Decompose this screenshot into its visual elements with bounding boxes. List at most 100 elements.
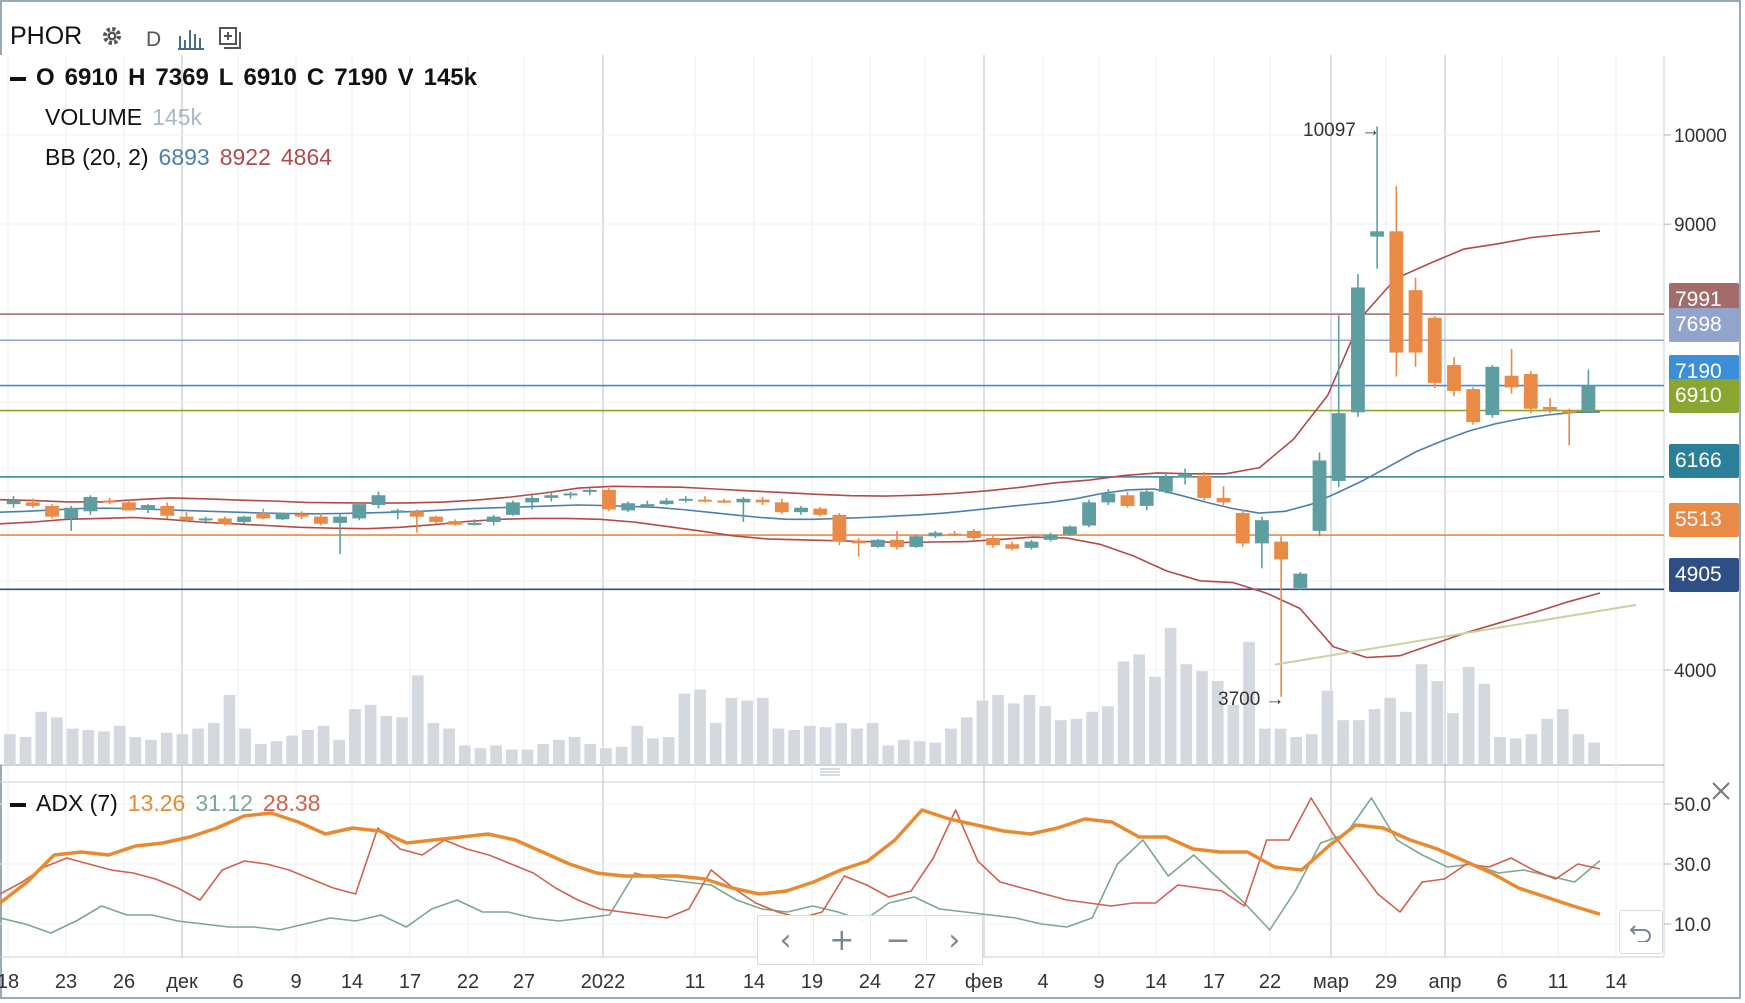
candle-body bbox=[409, 511, 424, 517]
bars-icon[interactable] bbox=[177, 28, 205, 50]
bb-legend[interactable]: BB (20, 2) 6893 8922 4864 bbox=[45, 144, 342, 171]
candle-body bbox=[698, 499, 712, 502]
candle-body bbox=[717, 500, 732, 503]
scroll-left-button[interactable]: ‹ bbox=[758, 916, 815, 964]
candle-body bbox=[678, 498, 693, 501]
volume-bar bbox=[1007, 703, 1020, 765]
volume-bar bbox=[1164, 627, 1177, 765]
volume-bar bbox=[1180, 664, 1193, 765]
volume-bar bbox=[1305, 734, 1318, 765]
undo-button[interactable] bbox=[1619, 910, 1663, 954]
candle-body bbox=[774, 502, 789, 513]
candle-body bbox=[1370, 231, 1385, 237]
adx-value: 13.26 bbox=[127, 790, 186, 816]
collapse-adx-icon[interactable] bbox=[10, 802, 26, 807]
volume-bar bbox=[584, 744, 597, 765]
volume-bar bbox=[176, 734, 189, 765]
x-tick-label: 9 bbox=[290, 971, 301, 993]
close-value: 7190 bbox=[334, 64, 388, 91]
volume-bar bbox=[1494, 737, 1506, 765]
volume-bar bbox=[1525, 734, 1538, 765]
x-tick-label: дек bbox=[166, 971, 198, 993]
volume-bar bbox=[1321, 690, 1334, 765]
adx-y-tick-label: 30.0 bbox=[1674, 855, 1711, 876]
symbol-label[interactable]: PHOR bbox=[10, 22, 83, 50]
volume-bar bbox=[443, 728, 455, 765]
candle-body bbox=[486, 516, 501, 522]
price-tag-7698: 7698 bbox=[1669, 308, 1739, 342]
volume-bar bbox=[302, 730, 314, 765]
x-tick-label: 27 bbox=[914, 971, 936, 993]
bb-label: BB (20, 2) bbox=[45, 144, 149, 170]
volume-bar bbox=[1478, 683, 1491, 765]
volume-legend[interactable]: VOLUME 145k bbox=[45, 104, 212, 131]
candle-body bbox=[1216, 497, 1231, 503]
volume-bar bbox=[349, 709, 361, 765]
candle-body bbox=[1543, 406, 1557, 410]
candle-body bbox=[870, 539, 885, 547]
zoom-in-button[interactable]: + bbox=[814, 916, 871, 964]
candle-body bbox=[333, 516, 347, 523]
x-tick-label: 17 bbox=[1203, 971, 1225, 993]
candle-body bbox=[890, 539, 904, 547]
zoom-out-button[interactable]: − bbox=[871, 916, 927, 964]
timeframe-button[interactable]: D bbox=[146, 28, 162, 51]
volume-bar bbox=[82, 730, 95, 765]
x-tick-label: 19 bbox=[801, 971, 823, 993]
volume-bar bbox=[192, 728, 204, 765]
volume-bar bbox=[1588, 742, 1600, 765]
candle-body bbox=[966, 530, 981, 539]
plus-icon: + bbox=[829, 922, 855, 958]
price-tag-4905: 4905 bbox=[1669, 558, 1739, 592]
volume-bar bbox=[1149, 676, 1161, 765]
candle-body bbox=[1351, 287, 1365, 413]
candle-body bbox=[1024, 541, 1039, 548]
volume-bar bbox=[1243, 641, 1255, 765]
candle-body bbox=[179, 516, 194, 521]
candle-body bbox=[371, 495, 386, 506]
collapse-legend-icon[interactable] bbox=[10, 76, 26, 81]
scroll-right-button[interactable]: › bbox=[927, 916, 982, 964]
y-tick-label: 10000 bbox=[1674, 126, 1727, 147]
volume-bar bbox=[929, 742, 942, 765]
pdi-line bbox=[0, 797, 1601, 934]
x-tick-label: 6 bbox=[1496, 971, 1507, 993]
candle-body bbox=[102, 500, 117, 503]
volume-bar bbox=[223, 695, 236, 765]
volume-bar bbox=[898, 739, 910, 765]
candle-body bbox=[640, 504, 655, 507]
candle-body bbox=[25, 502, 40, 506]
adx-legend[interactable]: ADX (7) 13.26 31.12 28.38 bbox=[10, 790, 330, 817]
candle-body bbox=[1005, 544, 1020, 549]
candle-body bbox=[429, 516, 444, 522]
candle-body bbox=[83, 497, 98, 512]
high-value: 7369 bbox=[155, 64, 209, 91]
volume-bar bbox=[1337, 720, 1350, 765]
volume-bar bbox=[51, 717, 63, 765]
x-tick-label: апр bbox=[1428, 971, 1461, 993]
candle-body bbox=[525, 497, 540, 503]
volume-bar bbox=[976, 700, 989, 765]
x-tick-label: 9 bbox=[1093, 971, 1104, 993]
gear-icon[interactable] bbox=[100, 24, 124, 48]
adx-y-tick-label: 10.0 bbox=[1674, 915, 1711, 936]
ohlc-legend: O 6910 H 7369 L 6910 C 7190 V 145k bbox=[10, 64, 487, 92]
x-tick-label: фев bbox=[965, 971, 1003, 993]
price-tag-5513: 5513 bbox=[1669, 503, 1739, 537]
low-value: 6910 bbox=[243, 64, 297, 91]
candle-body bbox=[794, 507, 808, 513]
volume-bar bbox=[1447, 713, 1459, 765]
add-indicator-icon[interactable] bbox=[218, 26, 242, 50]
volume-bar bbox=[600, 748, 612, 765]
volume-bar bbox=[1290, 737, 1302, 765]
candle-body bbox=[275, 513, 290, 520]
candle-body bbox=[1082, 502, 1096, 526]
mdi-value: 28.38 bbox=[262, 790, 321, 816]
candle-body bbox=[544, 495, 559, 498]
x-tick-label: 11 bbox=[685, 971, 706, 993]
candle-body bbox=[45, 505, 59, 517]
candle-body bbox=[1120, 495, 1135, 506]
close-icon[interactable] bbox=[1710, 780, 1732, 802]
bb-mid-value: 6893 bbox=[158, 144, 210, 170]
